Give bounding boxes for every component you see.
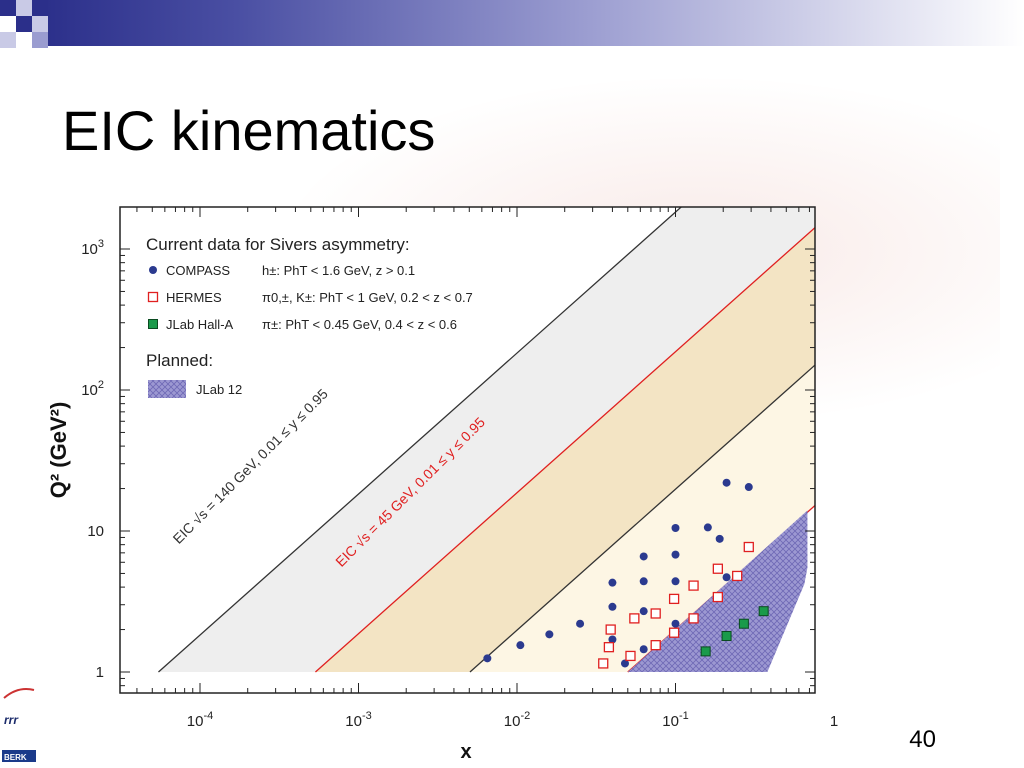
compass-point: [576, 619, 585, 628]
below-q2-mask: [120, 672, 815, 693]
x-axis-label: x: [460, 741, 471, 763]
hermes-point: [712, 563, 723, 574]
hermes-point: [598, 658, 609, 669]
legend-entry-cuts: π±: PhT < 0.45 GeV, 0.4 < z < 0.6: [262, 317, 457, 332]
institution-logos: rrr BERK: [2, 688, 36, 762]
x-tick-label: 10-2: [504, 710, 530, 730]
band-45gev: [315, 227, 815, 672]
legend: Current data for Sivers asymmetry: COMPAS…: [146, 235, 473, 398]
decor-square: [32, 16, 48, 32]
plot-frame: [119, 206, 816, 694]
y-axis-label: Q² (GeV²): [46, 402, 71, 499]
line-140gev-left: [158, 207, 683, 673]
legend-marker-compass: [149, 266, 157, 274]
logo-badge: [2, 750, 36, 762]
y-tick-label: 1: [96, 664, 104, 681]
legend-marker-jlab12: [148, 380, 186, 398]
jlab-halla-point: [738, 618, 749, 629]
hermes-point: [712, 591, 723, 603]
compass-point: [671, 619, 680, 628]
logo-mark: rrr: [4, 713, 19, 727]
legend-entry-cuts: π0,±, K±: PhT < 1 GeV, 0.2 < z < 0.7: [262, 290, 473, 305]
compass-point: [703, 523, 712, 532]
compass-point: [639, 607, 648, 616]
hermes-point: [668, 593, 680, 605]
slide-title: EIC kinematics: [62, 99, 436, 162]
hermes-point: [650, 608, 661, 619]
jlab-halla-point: [758, 606, 769, 617]
legend-marker-jlab: [148, 319, 158, 329]
jlab-halla-point: [721, 631, 732, 642]
compass-point: [516, 641, 525, 650]
compass-point: [671, 524, 680, 533]
compass-point: [639, 645, 648, 654]
decor-square: [32, 0, 48, 16]
line-140gev-right: [469, 364, 815, 673]
y-tick-label: 10: [87, 523, 104, 540]
legend-current-header: Current data for Sivers asymmetry:: [146, 235, 410, 254]
decor-square: [32, 32, 48, 48]
legend-entry-name: JLab 12: [196, 382, 242, 397]
compass-point: [639, 552, 648, 561]
x-tick-label: 10-1: [662, 710, 688, 730]
page-number: 40: [909, 726, 936, 753]
compass-point: [639, 577, 648, 586]
compass-point: [715, 534, 724, 543]
compass-point: [671, 550, 680, 559]
hermes-point: [629, 613, 640, 624]
decor-square: [16, 16, 32, 32]
hermes-point: [688, 613, 699, 624]
hermes-point: [603, 642, 615, 653]
legend-entry-name: HERMES: [166, 290, 222, 305]
header-gradient-bar: [40, 0, 1024, 46]
hermes-point: [732, 570, 743, 582]
decor-square: [0, 32, 16, 48]
compass-point: [722, 573, 731, 582]
compass-point: [722, 478, 731, 487]
compass-point: [608, 578, 617, 587]
hermes-point: [625, 650, 636, 662]
legend-entry-name: COMPASS: [166, 263, 230, 278]
legend-planned-header: Planned:: [146, 351, 213, 370]
hermes-point: [605, 624, 616, 635]
y-tick-label: 103: [81, 238, 104, 258]
compass-point: [608, 635, 617, 644]
compass-point: [483, 654, 492, 663]
legend-marker-hermes: [147, 291, 159, 303]
y-tick-label: 102: [81, 379, 104, 399]
legend-entry-name: JLab Hall-A: [166, 317, 234, 332]
slide-header-decoration: [0, 0, 1024, 60]
hermes-point: [650, 640, 661, 651]
band-140gev: [158, 207, 815, 672]
x-tick-label: 1: [830, 713, 838, 730]
compass-point: [608, 602, 617, 611]
x-tick-label: 10-3: [345, 710, 371, 730]
jlab-halla-point: [700, 646, 711, 657]
decor-square: [16, 0, 32, 16]
compass-point: [671, 577, 680, 586]
hermes-point: [743, 541, 754, 553]
decor-square: [0, 0, 16, 16]
hermes-point: [668, 627, 680, 638]
logo-badge-text: BERK: [4, 753, 27, 762]
compass-point: [545, 630, 554, 639]
compass-point: [744, 483, 753, 492]
logo-swoosh: [3, 688, 35, 699]
compass-point: [620, 659, 629, 668]
legend-entry-cuts: h±: PhT < 1.6 GeV, z > 0.1: [262, 263, 415, 278]
line-45gev-left: [315, 226, 815, 673]
hermes-point: [688, 580, 699, 591]
x-tick-label: 10-4: [187, 710, 213, 730]
